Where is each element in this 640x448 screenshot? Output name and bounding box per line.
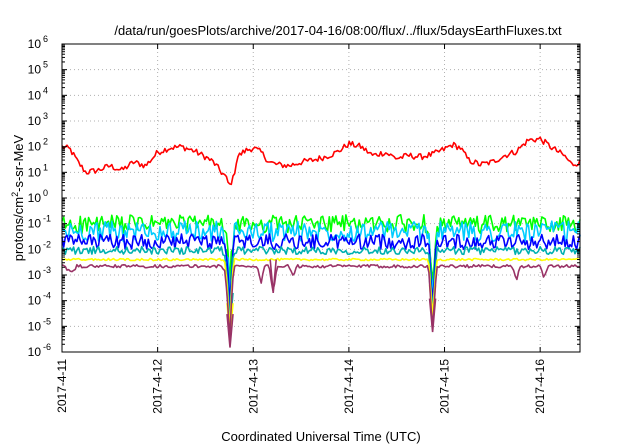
y-tick-label: 10 -3 <box>28 265 51 282</box>
x-axis-label: Coordinated Universal Time (UTC) <box>221 429 420 444</box>
x-tick-labels: 2017-4-11 2017-4-12 2017-4-13 2017-4-14 2017… <box>55 359 547 414</box>
series-line <box>61 136 581 186</box>
x-tick-label: 2017-4-13 <box>246 359 260 414</box>
series-line <box>61 263 581 342</box>
series-line <box>61 257 581 333</box>
series-dip <box>226 314 234 348</box>
y-tick-label: 10 -1 <box>28 214 51 231</box>
y-tick-labels: 10 -6 10 -5 10 -4 10 -3 10 -2 10 -1 10 0 10 1 10 2 10 3 10 4 1… <box>28 34 51 359</box>
axis-ticks <box>61 43 580 353</box>
x-tick-label: 2017-4-16 <box>533 359 547 414</box>
y-tick-label: 10 -2 <box>28 239 51 256</box>
series-line <box>61 233 581 304</box>
series-dip <box>269 259 277 293</box>
y-tick-label: 10 0 <box>28 188 48 205</box>
series-line <box>61 214 581 285</box>
x-tick-label: 2017-4-15 <box>438 359 452 414</box>
y-tick-label: 10 4 <box>28 85 48 102</box>
series-lines <box>61 136 581 348</box>
y-tick-label: 10 5 <box>28 60 48 77</box>
chart-title: /data/run/goesPlots/archive/2017-04-16/0… <box>114 23 562 38</box>
x-tick-label: 2017-4-11 <box>55 359 69 413</box>
series-line <box>61 220 581 295</box>
y-tick-label: 10 1 <box>28 162 48 179</box>
x-tick-label: 2017-4-12 <box>151 359 165 414</box>
y-tick-label: 10 -6 <box>28 342 51 359</box>
y-tick-label: 10 6 <box>28 34 48 51</box>
y-tick-label: 10 3 <box>28 111 48 128</box>
x-tick-label: 2017-4-14 <box>342 359 356 414</box>
y-tick-label: 10 2 <box>28 137 48 154</box>
y-tick-label: 10 -4 <box>28 291 51 308</box>
y-axis-label: protons/cm2-s-sr-MeV <box>10 134 26 261</box>
y-tick-label: 10 -5 <box>28 316 51 333</box>
grid <box>62 44 580 352</box>
series-line <box>61 245 581 325</box>
series-dip <box>428 298 437 333</box>
